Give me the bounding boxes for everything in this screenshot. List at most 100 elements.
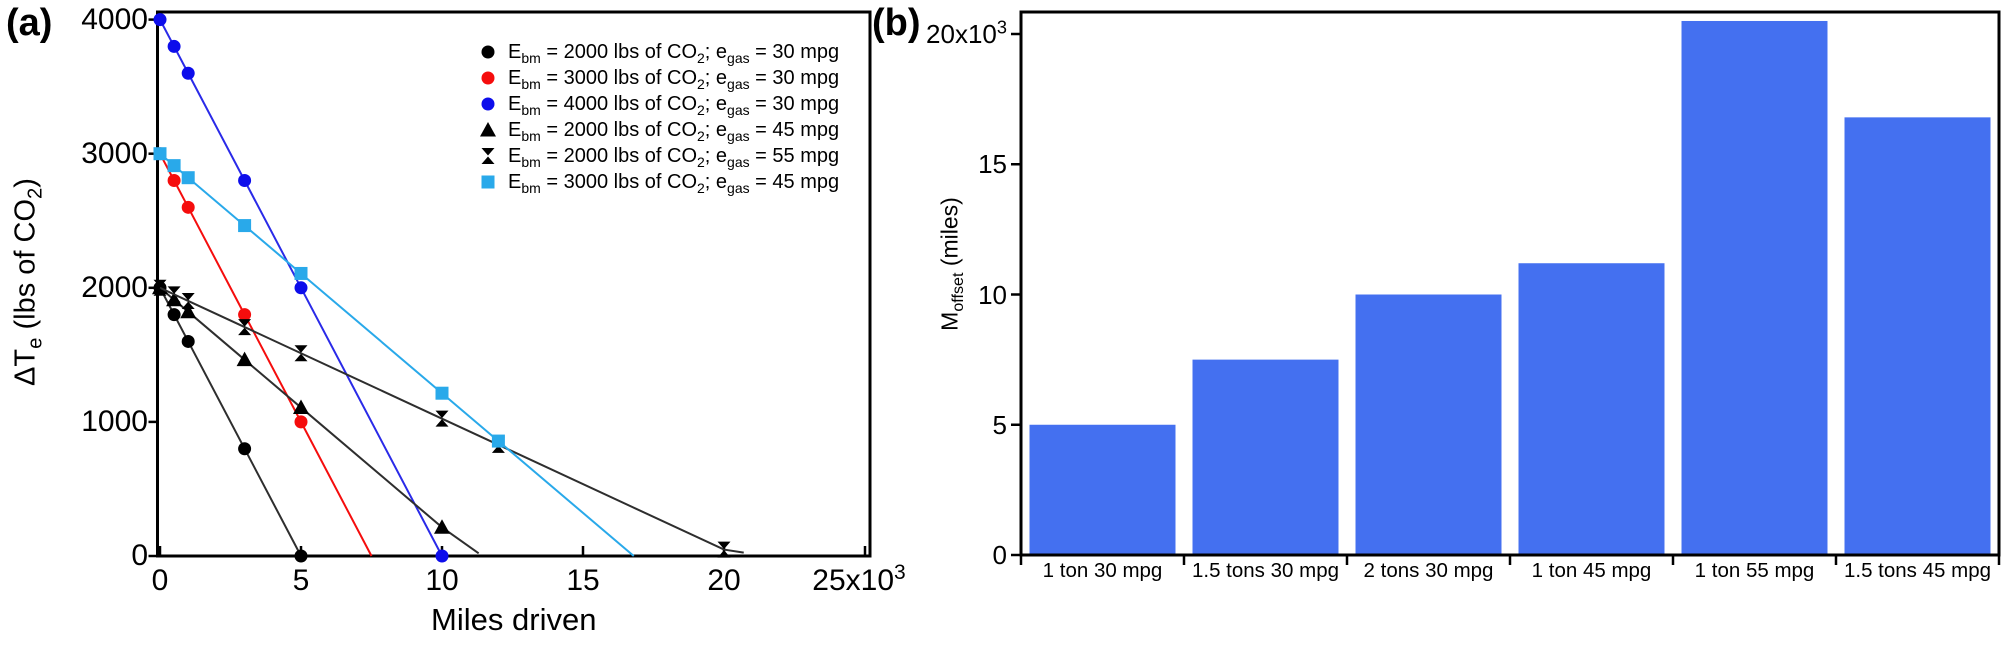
legend-marker-glyph xyxy=(481,175,495,189)
series-marker-circle xyxy=(167,308,181,322)
legend-marker-circle-icon xyxy=(481,71,495,85)
legend-marker-glyph xyxy=(481,148,495,164)
chart-b xyxy=(1011,10,2001,565)
bar xyxy=(1518,263,1665,555)
chart-a-x-tick-label: 0 xyxy=(151,564,169,597)
legend-item: Ebm = 2000 lbs of CO2; egas = 30 mpg xyxy=(477,40,840,66)
chart-a-series-3 xyxy=(152,279,480,555)
legend-item: Ebm = 4000 lbs of CO2; egas = 30 mpg xyxy=(477,92,840,118)
chart-b-y-tick-label: 0 xyxy=(992,540,1007,570)
chart-a-y-tick-label: 3000 xyxy=(81,136,148,170)
series-marker-hourglass xyxy=(717,541,731,558)
legend-label: Ebm = 4000 lbs of CO2; egas = 30 mpg xyxy=(508,92,840,118)
chart-b-frame xyxy=(1019,10,2001,557)
series-marker-hourglass xyxy=(153,279,167,296)
series-line xyxy=(159,153,373,557)
series-marker-circle xyxy=(167,174,181,188)
series-marker-hourglass xyxy=(435,410,449,427)
legend-marker-glyph xyxy=(481,97,495,111)
series-marker-triangle xyxy=(434,519,450,534)
series-marker-square xyxy=(181,171,195,185)
legend-marker-circle-icon xyxy=(481,97,495,111)
legend-marker-glyph xyxy=(481,45,495,59)
series-marker-triangle xyxy=(293,399,309,415)
series-line xyxy=(159,152,635,557)
series-line xyxy=(159,287,480,555)
series-line xyxy=(159,287,302,557)
series-marker-hourglass xyxy=(294,345,308,362)
series-marker-circle xyxy=(294,549,308,563)
chart-b-y-tick-label: 5 xyxy=(992,409,1007,440)
bar xyxy=(1029,424,1176,555)
chart-b-category-label: 1 ton 55 mpg xyxy=(1694,559,1815,582)
chart-a-y-tick-label: 2000 xyxy=(81,270,148,304)
series-marker-circle xyxy=(294,281,308,295)
chart-a-series-0 xyxy=(153,281,308,563)
chart-a-x-tick-label: 15 xyxy=(566,564,600,597)
series-marker-hourglass xyxy=(167,286,181,303)
series-marker-circle xyxy=(238,308,252,322)
series-marker-hourglass xyxy=(181,292,195,309)
legend-item: Ebm = 2000 lbs of CO2; egas = 55 mpg xyxy=(477,144,840,170)
chart-a-y-tick-label: 0 xyxy=(131,539,148,572)
legend-marker-hourglass-icon xyxy=(481,148,495,164)
series-marker-square xyxy=(167,159,181,173)
chart-b-y-tick-label: 15 xyxy=(978,149,1007,180)
series-marker-circle xyxy=(181,334,195,348)
series-marker-square xyxy=(294,266,308,280)
legend-marker-glyph xyxy=(481,71,495,85)
chart-a-x-tick-label: 20 xyxy=(707,564,741,597)
chart-a-y-tick-label: 4000 xyxy=(81,2,148,36)
chart-b-category-label: 1.5 tons 30 mpg xyxy=(1191,559,1340,582)
chart-a-y-axis-title: ΔTe (lbs of CO2) xyxy=(9,178,47,386)
series-marker-square xyxy=(238,219,252,233)
series-marker-circle xyxy=(167,39,181,53)
chart-a-x-tick-label: 5 xyxy=(292,564,310,597)
legend-marker-triangle-icon xyxy=(480,122,496,137)
chart-a-series-5 xyxy=(153,147,635,557)
series-marker-circle xyxy=(294,415,308,429)
legend-item: Ebm = 3000 lbs of CO2; egas = 45 mpg xyxy=(477,170,840,196)
legend-marker-square-icon xyxy=(481,175,495,189)
legend-marker-circle-icon xyxy=(481,45,495,59)
chart-b-category-label: 2 tons 30 mpg xyxy=(1363,559,1494,582)
bar xyxy=(1355,294,1502,555)
series-marker-square xyxy=(153,147,167,161)
chart-b-category-label: 1 ton 30 mpg xyxy=(1042,559,1163,582)
chart-a xyxy=(148,10,872,563)
chart-a-series-2 xyxy=(153,13,449,563)
chart-a-series-4 xyxy=(153,279,744,558)
chart-b-y-tick-label: 20x103 xyxy=(926,17,1007,49)
series-marker-circle xyxy=(238,174,252,188)
series-marker-circle xyxy=(238,442,252,456)
chart-b-y-tick-label: 10 xyxy=(978,279,1007,310)
legend-item: Ebm = 2000 lbs of CO2; egas = 45 mpg xyxy=(477,118,840,144)
series-marker-square xyxy=(491,434,505,448)
panel-a-label: (a) xyxy=(6,2,53,44)
series-line xyxy=(159,286,744,554)
panel-b-label: (b) xyxy=(872,2,921,44)
chart-b-category-label: 1 ton 45 mpg xyxy=(1531,559,1652,582)
chart-b-category-label: 1.5 tons 45 mpg xyxy=(1843,559,1992,582)
series-marker-triangle xyxy=(180,303,197,319)
chart-a-x-tick-label: 25x103 xyxy=(812,561,906,597)
legend-label: Ebm = 3000 lbs of CO2; egas = 30 mpg xyxy=(508,66,840,92)
series-marker-circle xyxy=(435,549,449,563)
series-marker-square xyxy=(435,386,449,400)
bar xyxy=(1192,359,1339,555)
legend-marker-glyph xyxy=(480,122,496,137)
chart-a-y-tick-label: 1000 xyxy=(81,404,148,438)
chart-a-series-1 xyxy=(153,147,373,557)
legend-label: Ebm = 3000 lbs of CO2; egas = 45 mpg xyxy=(508,170,840,196)
legend-label: Ebm = 2000 lbs of CO2; egas = 30 mpg xyxy=(508,40,840,66)
series-marker-circle xyxy=(153,13,167,27)
bar xyxy=(1681,20,1828,556)
chart-a-x-tick-label: 10 xyxy=(425,564,459,597)
chart-b-y-axis-title: Moffset (miles) xyxy=(936,197,968,331)
legend-label: Ebm = 2000 lbs of CO2; egas = 55 mpg xyxy=(508,144,840,170)
series-marker-circle xyxy=(181,66,195,80)
legend-label: Ebm = 2000 lbs of CO2; egas = 45 mpg xyxy=(508,118,840,144)
series-marker-hourglass xyxy=(238,319,252,336)
